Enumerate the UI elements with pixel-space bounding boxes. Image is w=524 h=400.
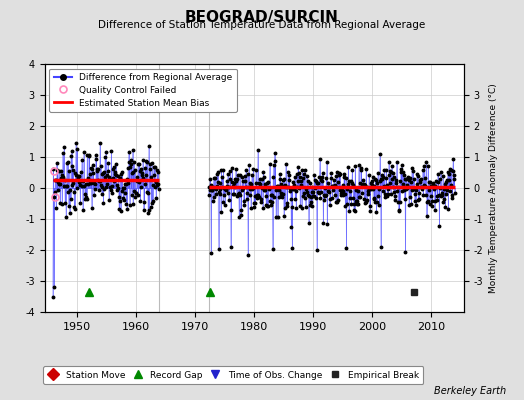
Legend: Difference from Regional Average, Quality Control Failed, Estimated Station Mean: Difference from Regional Average, Qualit… [49,68,237,112]
Text: Berkeley Earth: Berkeley Earth [433,386,506,396]
Y-axis label: Monthly Temperature Anomaly Difference (°C): Monthly Temperature Anomaly Difference (… [489,83,498,293]
Text: BEOGRAD/SURCIN: BEOGRAD/SURCIN [185,10,339,25]
Legend: Station Move, Record Gap, Time of Obs. Change, Empirical Break: Station Move, Record Gap, Time of Obs. C… [43,366,423,384]
Text: Difference of Station Temperature Data from Regional Average: Difference of Station Temperature Data f… [99,20,425,30]
